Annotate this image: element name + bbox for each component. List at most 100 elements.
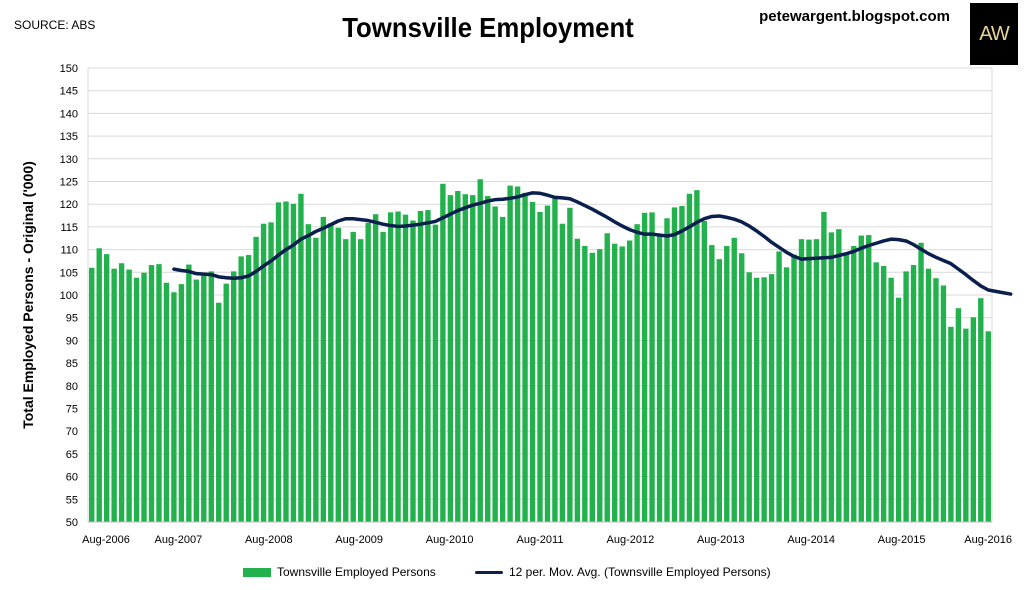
bar-25 (275, 202, 282, 522)
bar-95 (798, 239, 805, 522)
y-tick-label: 70 (66, 426, 78, 438)
bar-28 (298, 193, 304, 522)
bar-72 (626, 240, 633, 522)
y-tick-label: 110 (60, 245, 78, 257)
bar-76 (656, 234, 663, 522)
bar-8 (148, 265, 155, 522)
bar-92 (776, 251, 782, 523)
bar-93 (783, 267, 790, 522)
bar-89 (753, 277, 760, 522)
bar-55 (499, 216, 506, 522)
bar-series (89, 179, 991, 523)
bar-120 (985, 331, 991, 522)
bar-20 (238, 256, 244, 522)
bar-112 (925, 268, 932, 522)
bar-0 (89, 267, 95, 522)
y-tick-label: 105 (60, 267, 78, 279)
bar-37 (365, 222, 371, 522)
bar-30 (313, 237, 319, 523)
bar-41 (395, 211, 401, 522)
bar-35 (350, 231, 356, 522)
bar-38 (372, 214, 379, 522)
y-axis-label: Total Employed Persons - Original ('000) (20, 161, 36, 429)
bar-54 (492, 206, 498, 522)
y-tick-label: 125 (60, 177, 78, 189)
y-tick-label: 135 (60, 131, 78, 143)
bar-74 (641, 212, 648, 522)
bar-103 (858, 235, 864, 522)
source-label: SOURCE: ABS (14, 18, 96, 32)
bar-47 (440, 183, 446, 522)
x-tick-label: Aug-2014 (787, 534, 835, 546)
legend-swatch-line (475, 570, 503, 574)
x-tick-label: Aug-2008 (245, 534, 293, 546)
bar-68 (597, 249, 603, 522)
bar-33 (335, 227, 341, 522)
bar-61 (544, 205, 551, 522)
bar-82 (701, 221, 708, 522)
bar-60 (537, 211, 543, 523)
bar-90 (761, 277, 767, 522)
bar-99 (828, 232, 835, 522)
bar-77 (664, 218, 670, 522)
bar-52 (477, 179, 483, 523)
bar-73 (634, 224, 640, 522)
y-tick-label: 85 (66, 358, 78, 370)
bar-105 (873, 262, 879, 522)
bar-40 (387, 212, 394, 522)
legend-label-bars: Townsville Employed Persons (277, 565, 436, 579)
bar-98 (821, 211, 827, 523)
bar-117 (963, 328, 969, 522)
y-tick-label: 120 (60, 199, 78, 211)
legend-label-line: 12 per. Mov. Avg. (Townsville Employed P… (509, 565, 771, 579)
bar-31 (320, 216, 327, 522)
bar-97 (813, 239, 820, 522)
legend-item-line: 12 per. Mov. Avg. (Townsville Employed P… (475, 565, 771, 579)
bar-10 (163, 282, 170, 522)
x-tick-label: Aug-2016 (964, 534, 1012, 546)
bar-56 (507, 185, 513, 522)
bar-110 (910, 265, 917, 522)
bar-53 (485, 196, 491, 522)
y-tick-label: 100 (60, 290, 78, 302)
bar-48 (447, 195, 454, 522)
aw-logo: AW (970, 3, 1018, 65)
bar-16 (208, 271, 214, 522)
x-tick-label: Aug-2012 (607, 534, 655, 546)
bar-118 (970, 317, 977, 522)
bar-39 (380, 231, 386, 522)
y-tick-label: 140 (60, 108, 78, 120)
bar-94 (791, 254, 797, 522)
bar-102 (851, 245, 857, 522)
bar-11 (171, 292, 177, 522)
bar-17 (216, 302, 222, 522)
bar-91 (768, 274, 775, 522)
y-tick-label: 115 (60, 222, 78, 234)
chart-title: Townsville Employment (342, 12, 634, 43)
x-tick-label: Aug-2006 (82, 534, 130, 546)
bar-86 (731, 237, 737, 523)
bar-109 (903, 271, 909, 522)
bar-81 (694, 190, 700, 522)
bar-66 (582, 245, 588, 522)
bar-26 (283, 201, 289, 523)
bar-75 (649, 212, 655, 522)
bar-108 (895, 297, 902, 522)
bar-29 (305, 224, 312, 522)
bar-96 (806, 239, 812, 523)
x-tick-labels: Aug-2006 Aug-2007 Aug-2008 Aug-2009 Aug-2010… (82, 534, 1012, 546)
bar-18 (223, 283, 229, 522)
x-tick-label: Aug-2009 (335, 534, 383, 546)
bar-12 (178, 284, 185, 522)
bar-104 (866, 235, 872, 522)
bar-46 (432, 224, 439, 522)
bar-71 (619, 246, 625, 523)
x-tick-label: Aug-2013 (697, 534, 745, 546)
bar-78 (671, 207, 678, 522)
bar-69 (604, 233, 610, 522)
moving-average-line (172, 191, 1013, 296)
bar-116 (955, 308, 962, 522)
bar-34 (343, 239, 349, 522)
bar-9 (156, 264, 162, 522)
y-tick-label: 50 (66, 517, 78, 529)
